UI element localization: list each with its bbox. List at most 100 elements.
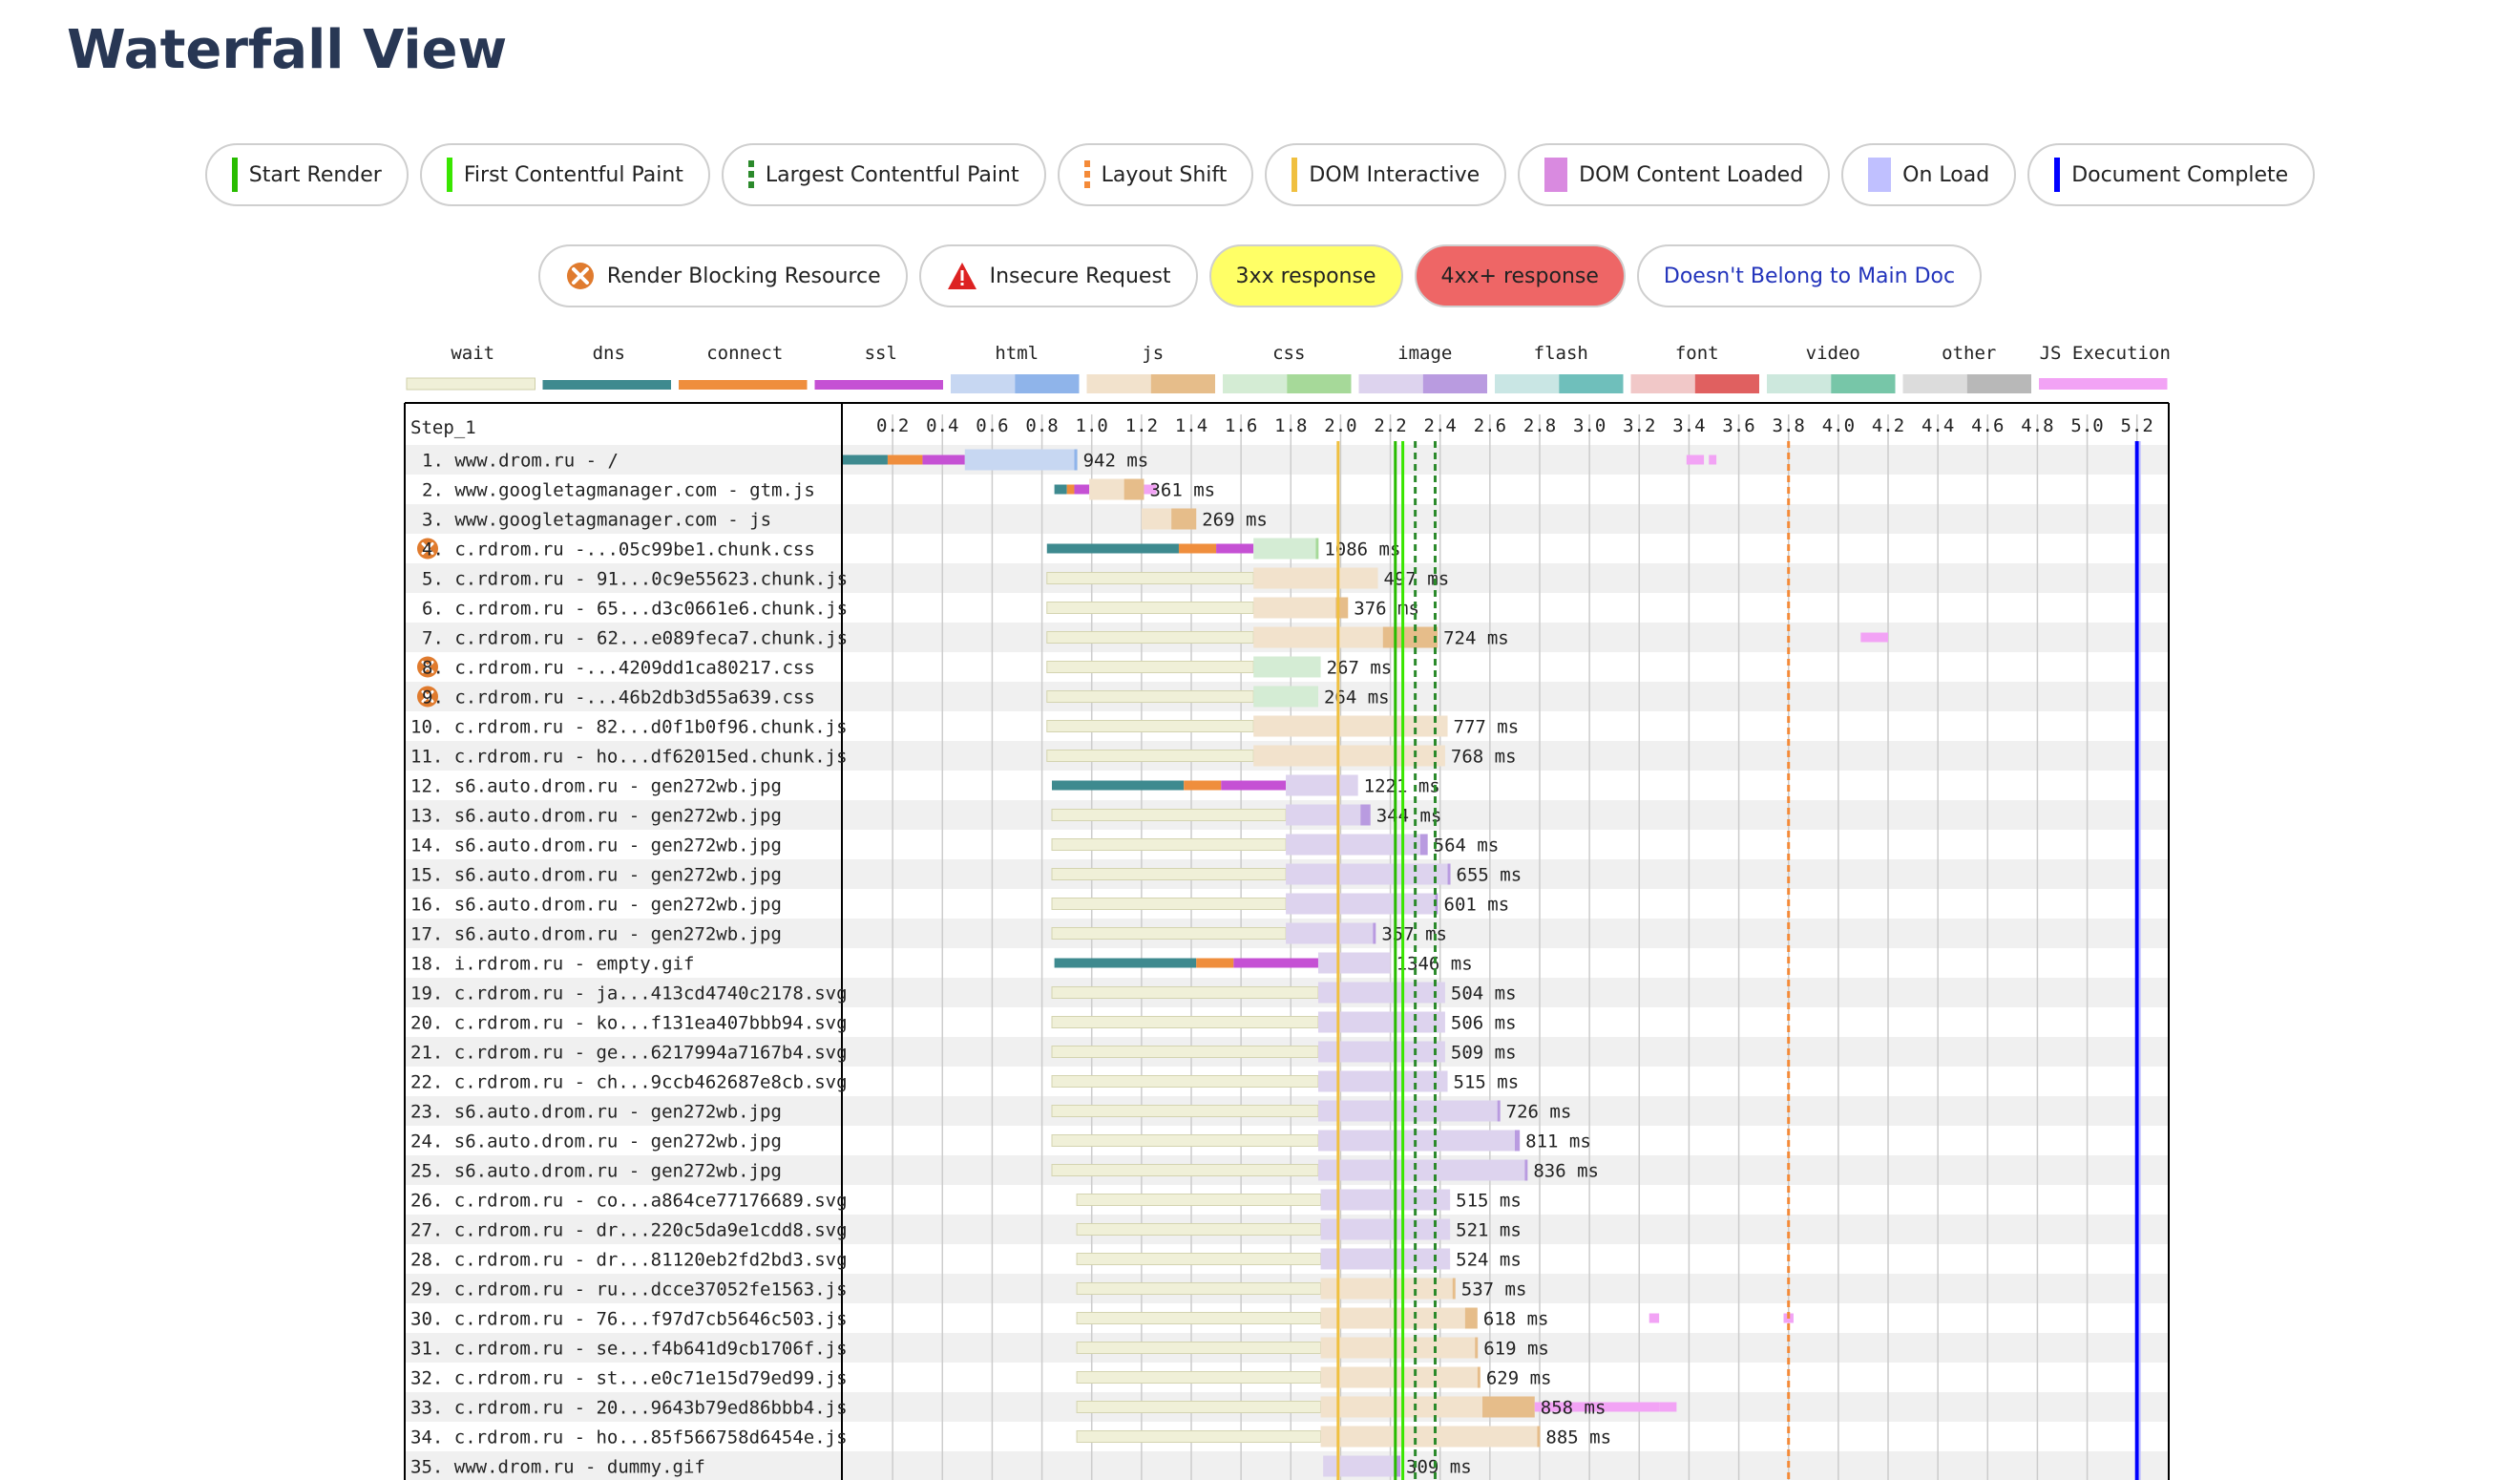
timing-mark-label: Start Render: [248, 162, 382, 187]
download-segment: [1124, 478, 1144, 500]
request-label: 22. c.rdrom.ru - ch...9ccb462687e8cb.svg: [410, 1072, 848, 1093]
request-label: 23. s6.auto.drom.ru - gen272wb.jpg: [410, 1102, 782, 1123]
wait-segment: [1046, 750, 1254, 762]
bar-legend-label: html: [995, 343, 1039, 364]
ttfb-segment: [1320, 1307, 1465, 1329]
bar-legend-swatch: [1358, 374, 1423, 393]
timing-mark-label: Document Complete: [2071, 162, 2289, 187]
request-label: 35. www.drom.ru - dummy.gif: [410, 1457, 705, 1478]
layout-shift-legend-item: Layout Shift: [1057, 143, 1254, 206]
ttfb-segment: [1253, 597, 1336, 619]
x-tick-label: 4.0: [1822, 415, 1855, 436]
ttfb-segment: [1286, 804, 1361, 826]
largest-contentful-paint-marker-icon: [747, 160, 754, 189]
wait-segment: [1076, 1282, 1322, 1295]
wait-segment: [1051, 1134, 1319, 1147]
download-segment: [1447, 863, 1451, 885]
x-tick-label: 3.6: [1722, 415, 1754, 436]
request-duration: 537 ms: [1461, 1279, 1527, 1300]
request-duration: 515 ms: [1454, 1072, 1520, 1093]
ttfb-segment: [1320, 1366, 1478, 1388]
bar-legend-swatch: [406, 377, 536, 391]
js-execution-segment: [1860, 632, 1888, 643]
request-duration: 1086 ms: [1324, 539, 1400, 560]
request-label: 9. c.rdrom.ru -...46b2db3d55a639.css: [422, 687, 815, 708]
js-execution-segment: [1648, 1313, 1660, 1323]
wait-segment: [1051, 1016, 1319, 1028]
bar-legend-swatch: [1630, 374, 1695, 393]
request-label: 3. www.googletagmanager.com - js: [422, 510, 771, 531]
request-duration: 836 ms: [1533, 1161, 1599, 1182]
wait-segment: [1046, 631, 1254, 644]
request-duration: 724 ms: [1443, 628, 1509, 649]
download-segment: [1395, 1455, 1400, 1477]
download-segment: [1464, 1307, 1478, 1329]
ttfb-segment: [1320, 1278, 1453, 1300]
request-label: 5. c.rdrom.ru - 91...0c9e55623.chunk.js: [422, 569, 848, 590]
ttfb-segment: [1323, 1455, 1396, 1477]
request-duration: 267 ms: [1327, 658, 1393, 679]
ttfb-segment: [1253, 745, 1445, 767]
ttfb-segment: [1320, 1248, 1451, 1270]
connect-segment: [1196, 958, 1234, 968]
dns-segment: [1054, 484, 1067, 495]
ttfb-segment: [1317, 952, 1391, 974]
render-blocking-legend-item: Render Blocking Resource: [537, 244, 908, 307]
request-label: 17. s6.auto.drom.ru - gen272wb.jpg: [410, 924, 782, 945]
request-duration: 504 ms: [1451, 983, 1517, 1004]
download-segment: [1382, 626, 1438, 648]
request-duration: 376 ms: [1354, 599, 1419, 620]
x-tick-label: 5.2: [2121, 415, 2153, 436]
wait-segment: [1076, 1342, 1322, 1354]
wait-segment: [1051, 1164, 1319, 1176]
request-label: 4. c.rdrom.ru -...05c99be1.chunk.css: [422, 539, 815, 560]
x-tick-label: 4.4: [1922, 415, 1954, 436]
ttfb-segment: [1317, 1041, 1445, 1063]
bar-legend-label: other: [1942, 343, 1996, 364]
ttfb-segment: [1253, 686, 1318, 708]
ttfb-segment: [1253, 538, 1316, 560]
row-stripe: [405, 504, 2169, 534]
render-blocking-icon: [417, 538, 438, 560]
download-segment: [1419, 834, 1428, 856]
dns-segment: [843, 455, 888, 465]
request-duration: 506 ms: [1451, 1013, 1517, 1034]
wait-segment: [1076, 1312, 1322, 1324]
document-complete-marker-icon: [2054, 158, 2061, 192]
timing-marks-legend: Start Render First Contentful Paint Larges…: [0, 143, 2520, 206]
on-load-legend-item: On Load: [1841, 143, 2017, 206]
render-blocking-icon: [417, 656, 438, 678]
x-tick-label: 2.6: [1474, 415, 1506, 436]
render-blocking-icon: [417, 686, 438, 708]
download-segment: [1497, 1100, 1501, 1122]
connect-segment: [1066, 484, 1075, 495]
4xx-response-label: 4xx+ response: [1440, 264, 1599, 288]
wait-segment: [1051, 1075, 1319, 1088]
wait-segment: [1051, 1105, 1319, 1117]
bar-legend-swatch: [1694, 374, 1759, 393]
request-label: 34. c.rdrom.ru - ho...85f566758d6454e.js: [410, 1427, 848, 1448]
x-tick-label: 3.4: [1672, 415, 1705, 436]
x-tick-label: 0.4: [926, 415, 958, 436]
first-contentful-paint-legend-item: First Contentful Paint: [419, 143, 710, 206]
ttfb-segment: [1286, 774, 1358, 796]
ttfb-segment: [1320, 1426, 1538, 1448]
request-duration: 344 ms: [1376, 806, 1442, 827]
wait-segment: [1051, 868, 1287, 880]
ttfb-segment: [1317, 982, 1445, 1004]
request-label: 29. c.rdrom.ru - ru...dcce37052fe1563.js: [410, 1279, 848, 1300]
wait-segment: [1076, 1223, 1322, 1236]
ttfb-segment: [1286, 834, 1420, 856]
on-load-marker-icon: [1868, 158, 1892, 192]
bar-legend-label: dns: [593, 343, 625, 364]
dom-content-loaded-legend-item: DOM Content Loaded: [1518, 143, 1831, 206]
connect-segment: [887, 455, 923, 465]
ttfb-segment: [1286, 922, 1374, 944]
request-label: 2. www.googletagmanager.com - gtm.js: [422, 480, 815, 501]
wait-segment: [1051, 809, 1287, 821]
bar-legend-swatch: [1559, 374, 1624, 393]
ttfb-segment: [1320, 1337, 1476, 1359]
ttfb-segment: [1317, 1011, 1445, 1033]
not-main-doc-legend-item[interactable]: Doesn't Belong to Main Doc: [1636, 244, 1983, 307]
request-duration: 811 ms: [1525, 1131, 1591, 1152]
